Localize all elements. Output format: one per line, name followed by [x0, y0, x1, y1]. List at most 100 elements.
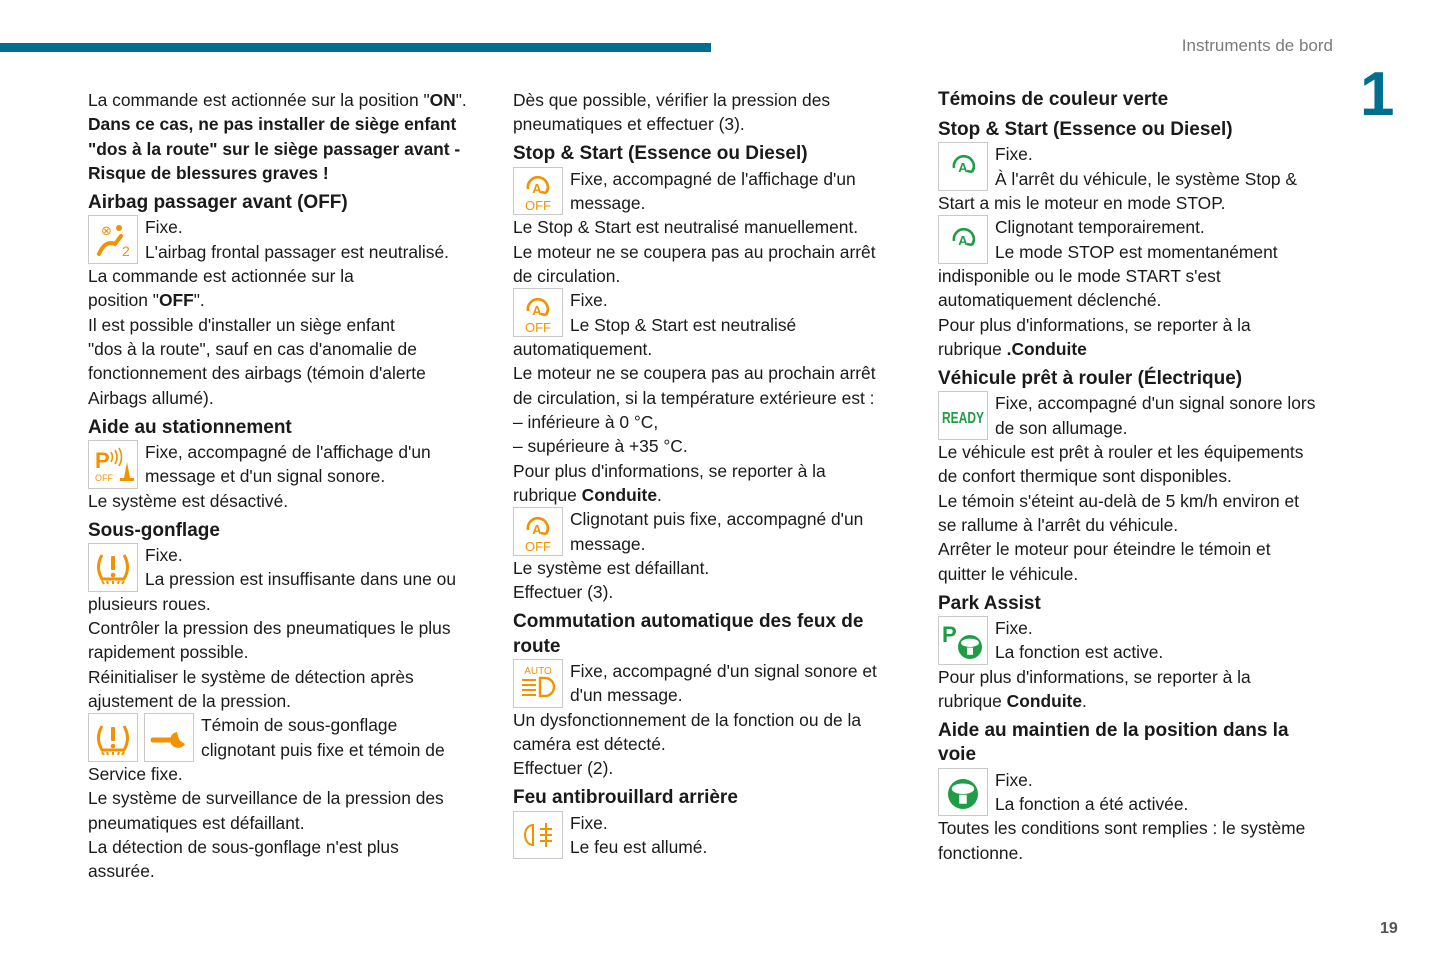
text-line: Fixe. [570, 812, 608, 833]
park-assist-icon: P [938, 616, 988, 665]
text-line: Arrêter le moteur pour éteindre le témoi… [938, 539, 1271, 560]
bold-text: "dos à la route" sur le siège passager a… [88, 138, 461, 159]
text-line: Fixe. [995, 769, 1033, 790]
text-line: Témoin de sous-gonflage [201, 715, 398, 736]
bold-text: ON [429, 90, 456, 110]
text-line: Le système est désactivé. [88, 490, 289, 511]
text-line: Il est possible d'installer un siège enf… [88, 314, 395, 335]
park-sensors-off-icon: P OFF [88, 440, 138, 489]
indicator-icons: READY [938, 391, 988, 440]
text-line: Contrôler la pression des pneumatiques l… [88, 618, 451, 638]
warning-light-entry: A OFF Fixe, accompagné de l'affichage d'un… [513, 166, 913, 289]
lane-keeping-icon [938, 767, 988, 817]
text-line: La fonction a été activée. [995, 794, 1189, 814]
text-line: rubrique Conduite. [938, 689, 1338, 713]
svg-text:OFF: OFF [525, 539, 551, 554]
stop-start-off-icon: A OFF [513, 288, 563, 338]
text-line: de circulation, si la température extéri… [513, 387, 875, 408]
text-line: Le système est défaillant. [513, 558, 710, 579]
text-line: Un dysfonctionnement de la fonction ou d… [513, 709, 862, 730]
indicator-icons: AUTO [513, 659, 563, 708]
text-line: "dos à la route" sur le siège passager a… [88, 137, 488, 161]
heading-line: Park Assist [938, 592, 1041, 614]
text-line: Service fixe. [88, 764, 183, 785]
heading-line: Témoins de couleur verte [938, 89, 1169, 110]
text-line: Fixe, accompagné d'un signal sonore et [570, 661, 877, 682]
text-line: de confort thermique sont disponibles. [938, 466, 1232, 487]
indicator-icons: ⊗ 2 [88, 215, 138, 264]
text-line: automatiquement déclenché. [938, 290, 1162, 311]
text-line: caméra est détecté. [513, 734, 666, 755]
page-number: 19 [1380, 920, 1398, 937]
svg-text:OFF: OFF [95, 473, 113, 483]
text-line: message. [570, 533, 646, 554]
heading-line: Aide au stationnement [88, 416, 292, 438]
text-line: pneumatiques et effectuer (3). [513, 114, 745, 135]
text-line: Fixe. [995, 144, 1033, 165]
column-3: Témoins de couleur verte Stop & Start (Es… [938, 88, 1338, 865]
text-line: La pression est insuffisante dans une ou [145, 569, 456, 590]
section-heading: Véhicule prêt à rouler (Électrique) [938, 367, 1338, 391]
warning-light-entry: Fixe. La fonction a été activée. Toutes le… [938, 767, 1338, 865]
section-heading: Stop & Start (Essence ou Diesel) [938, 118, 1338, 142]
text-line: Fixe, accompagné de l'affichage d'un [145, 442, 431, 462]
bold-text: Conduite [1006, 691, 1082, 712]
text-line: Toutes les conditions sont remplies : le… [938, 818, 1306, 839]
indicator-icons: A OFF [513, 288, 563, 338]
text-line: Le témoin s'éteint au-delà de 5 km/h env… [938, 490, 1300, 511]
heading-line: Airbag passager avant (OFF) [88, 191, 348, 213]
text-line: ajustement de la pression. [88, 691, 292, 712]
indicator-icons: A [938, 142, 988, 191]
indicator-icons [938, 767, 988, 817]
text-run: position " [88, 290, 159, 311]
indicator-icons: P [938, 616, 988, 665]
svg-text:AUTO: AUTO [524, 666, 552, 677]
bold-text: Conduite [581, 485, 657, 506]
tyre-pressure-icon [88, 542, 138, 592]
heading-line: Feu antibrouillard arrière [513, 787, 738, 809]
section-title: Instruments de bord [1181, 36, 1333, 55]
text-line: La détection de sous-gonflage n'est plus [88, 837, 399, 858]
indicator-icons: A [938, 215, 988, 264]
bold-text: Risque de blessures graves ! [88, 163, 329, 184]
header-accent-bar [0, 43, 711, 52]
section-heading: Feu antibrouillard arrière [513, 786, 913, 810]
text-line: Start a mis le moteur en mode STOP. [938, 192, 1226, 213]
text-line: Fixe. [995, 618, 1033, 638]
section-heading: Park Assist [938, 592, 1338, 616]
text-line: Dès que possible, vérifier la pression d… [513, 90, 831, 110]
svg-text:P: P [942, 622, 957, 647]
text-line: "dos à la route", sauf en cas d'anomalie… [88, 339, 417, 360]
warning-light-entry: P Fixe. La fonction est active. Pour plus d… [938, 616, 1338, 713]
text-run: . [657, 485, 662, 506]
text-line: Pour plus d'informations, se reporter à … [938, 314, 1251, 335]
text-line: quitter le véhicule. [938, 563, 1079, 584]
rear-fog-light-icon [513, 810, 563, 860]
text-line: Dans ce cas, ne pas installer de siège e… [88, 112, 488, 136]
svg-text:READY: READY [942, 410, 984, 427]
text-line: Fixe, accompagné de l'affichage d'un [570, 168, 856, 189]
warning-light-entry: Fixe. Le feu est allumé. [513, 810, 913, 860]
stop-start-off-icon: A OFF [513, 166, 563, 216]
text-line: Pour plus d'informations, se reporter à … [513, 460, 826, 481]
stop-start-off-icon: A OFF [513, 507, 563, 557]
heading-line: Véhicule prêt à rouler (Électrique) [938, 367, 1243, 389]
tyre-pressure-icon [88, 713, 138, 763]
indicator-icons [513, 810, 563, 860]
heading-line: Stop & Start (Essence ou Diesel) [938, 118, 1233, 140]
text-line: À l'arrêt du véhicule, le système Stop & [995, 168, 1298, 189]
text-line: clignotant puis fixe et témoin de [201, 739, 445, 760]
text-line: assurée. [88, 861, 155, 882]
text-line: de son allumage. [995, 417, 1128, 438]
text-line: Le système de surveillance de la pressio… [88, 788, 444, 809]
section-heading: Airbag passager avant (OFF) [88, 191, 488, 215]
warning-light-entry: Fixe. La pression est insuffisante dans u… [88, 542, 488, 713]
text-line: Fixe. [145, 544, 183, 565]
auto-high-beam-icon: AUTO [513, 659, 563, 708]
svg-text:A: A [958, 233, 968, 248]
heading-line: Sous-gonflage [88, 519, 220, 541]
text-run: ". [455, 90, 467, 110]
text-line: La commande est actionnée sur la positio… [88, 88, 488, 112]
text-line: Le véhicule est prêt à rouler et les équ… [938, 442, 1304, 462]
column-1: La commande est actionnée sur la positio… [88, 88, 488, 884]
